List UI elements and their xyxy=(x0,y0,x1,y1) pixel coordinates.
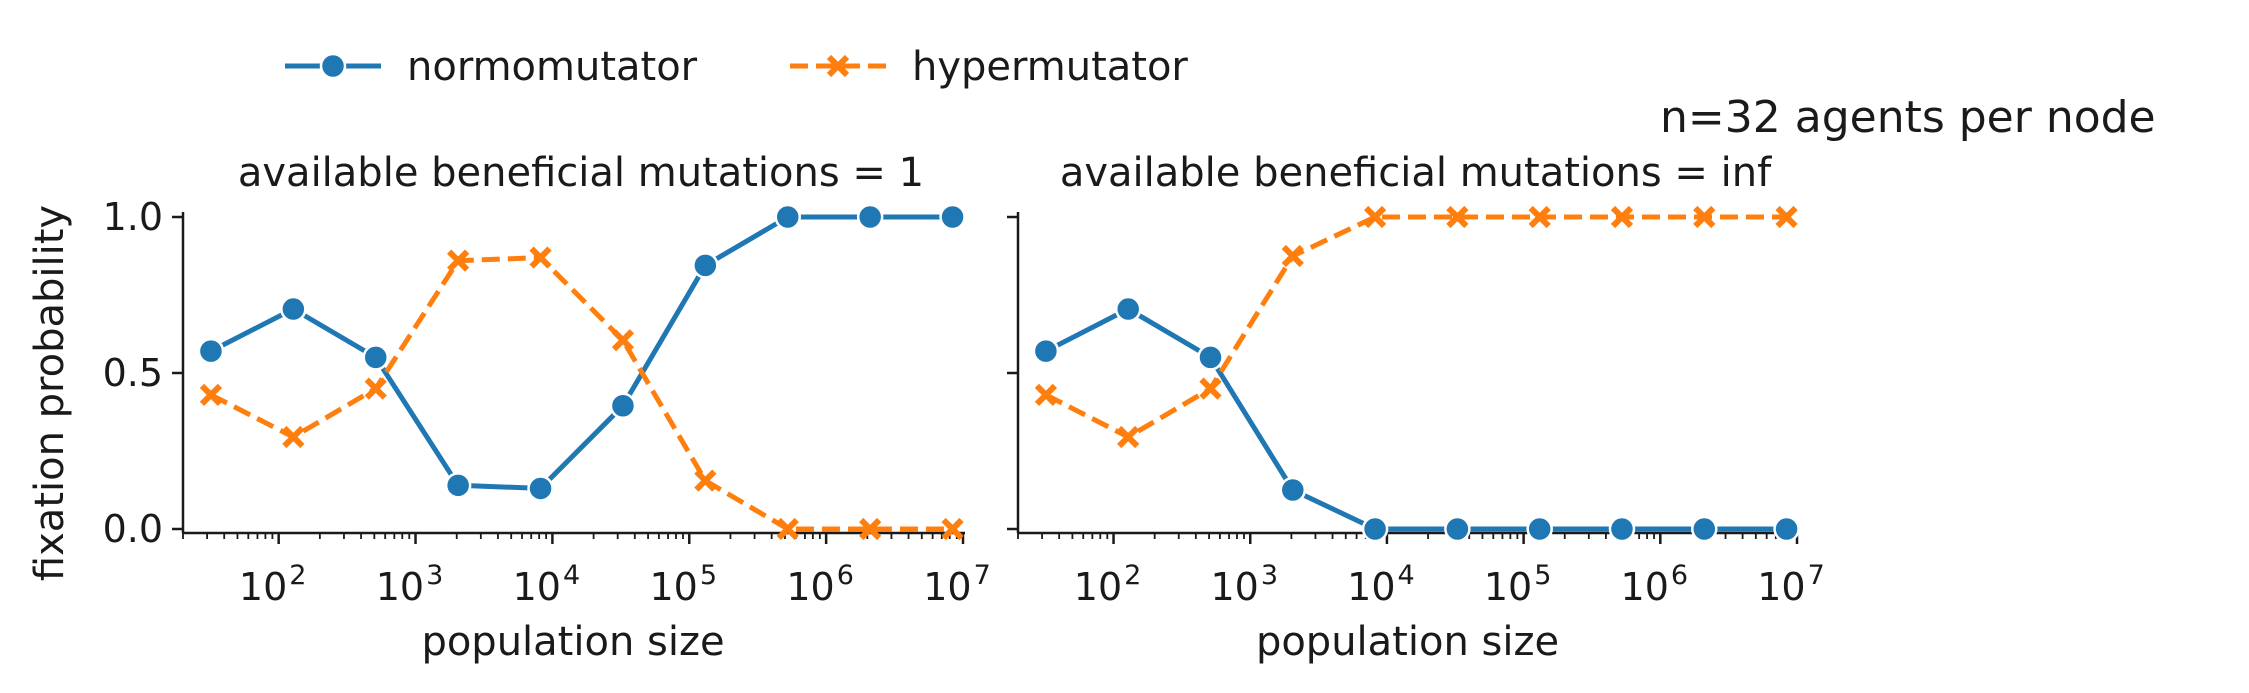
data-point-hypermutator xyxy=(529,246,552,269)
x-tick-label: 104 xyxy=(1347,560,1415,609)
panels: 0.0 0.5 1.0 102 103 104 105 106 107 population si… xyxy=(27,150,1825,665)
legend-marker-circle xyxy=(319,52,347,80)
panel-title: available beneficial mutations = inf xyxy=(1060,150,1772,196)
suptitle: n=32 agents per node xyxy=(1660,92,2156,143)
data-point-normomutator xyxy=(1361,515,1389,543)
data-point-hypermutator xyxy=(1363,205,1387,229)
x-tick-label: 105 xyxy=(649,560,717,609)
series-line-hypermutator xyxy=(1044,214,1787,440)
data-point-normomutator xyxy=(692,252,719,279)
series-normomutator xyxy=(1032,295,1800,543)
x-tick-label: 106 xyxy=(1621,560,1689,609)
data-point-normomutator xyxy=(1608,515,1636,543)
data-point-hypermutator xyxy=(941,517,964,541)
legend-label: hypermutator xyxy=(912,44,1188,90)
data-point-hypermutator xyxy=(611,329,635,352)
y-tick-label: 0.0 xyxy=(103,507,163,551)
legend-item-normomutator: normomutator xyxy=(285,44,698,90)
legend-item-hypermutator: hypermutator xyxy=(790,44,1188,90)
x-tick-label: 107 xyxy=(923,560,991,609)
data-point-normomutator xyxy=(197,337,225,365)
data-point-normomutator xyxy=(1444,515,1471,543)
data-point-hypermutator xyxy=(1117,425,1140,449)
x-tick-label: 104 xyxy=(513,560,581,609)
data-point-hypermutator xyxy=(199,383,223,406)
data-point-hypermutator xyxy=(694,469,717,492)
x-tick-label: 103 xyxy=(1210,560,1278,609)
data-point-normomutator xyxy=(774,203,802,231)
data-point-normomutator xyxy=(856,203,884,231)
data-point-hypermutator xyxy=(1446,205,1469,229)
x-tick-label: 107 xyxy=(1757,560,1825,609)
data-point-normomutator xyxy=(280,295,307,323)
data-point-normomutator xyxy=(362,344,389,371)
data-point-hypermutator xyxy=(1281,244,1304,268)
data-point-hypermutator xyxy=(1034,383,1058,406)
series-line-normomutator xyxy=(209,214,953,491)
data-point-normomutator xyxy=(1279,476,1307,504)
data-point-hypermutator xyxy=(1693,205,1716,229)
data-point-hypermutator xyxy=(1199,377,1222,400)
x-axis-label: population size xyxy=(1256,619,1559,665)
data-point-hypermutator xyxy=(447,249,470,272)
y-tick-label: 1.0 xyxy=(103,195,163,239)
data-point-hypermutator xyxy=(282,425,305,449)
data-point-normomutator xyxy=(1526,515,1553,543)
series-line-hypermutator xyxy=(209,255,953,532)
data-point-hypermutator xyxy=(776,517,799,541)
y-axis-label: fixation probability xyxy=(27,205,73,581)
series-line-normomutator xyxy=(1044,306,1787,532)
data-point-hypermutator xyxy=(1528,205,1551,229)
series-hypermutator xyxy=(199,246,964,541)
x-tick-label: 105 xyxy=(1484,560,1552,609)
legend-label: normomutator xyxy=(407,44,698,90)
x-axis-label: population size xyxy=(421,619,724,665)
legend-marker-x xyxy=(826,54,850,78)
data-point-normomutator xyxy=(1773,515,1800,543)
x-tick-label: 102 xyxy=(239,560,307,609)
series-normomutator xyxy=(197,203,966,502)
data-point-normomutator xyxy=(1691,515,1718,543)
x-tick-label: 102 xyxy=(1074,560,1142,609)
data-point-hypermutator xyxy=(1610,205,1634,229)
data-point-normomutator xyxy=(444,472,472,499)
data-point-hypermutator xyxy=(1775,205,1798,229)
y-tick-label: 0.5 xyxy=(103,351,163,395)
data-point-normomutator xyxy=(1114,295,1142,323)
panel-title: available beneficial mutations = 1 xyxy=(238,150,924,196)
panel-2: 102 103 104 105 106 107 population size availab… xyxy=(1007,150,1825,665)
panel-1: 0.0 0.5 1.0 102 103 104 105 106 107 population si… xyxy=(27,150,991,665)
data-point-normomutator xyxy=(1032,337,1060,365)
data-point-normomutator xyxy=(609,392,637,420)
data-point-normomutator xyxy=(1197,344,1224,371)
data-point-normomutator xyxy=(939,203,966,231)
x-tick-label: 103 xyxy=(376,560,444,609)
data-point-hypermutator xyxy=(364,377,387,400)
data-point-hypermutator xyxy=(859,517,882,541)
x-tick-label: 106 xyxy=(786,560,854,609)
series-hypermutator xyxy=(1034,205,1798,449)
legend: normomutator hypermutator xyxy=(285,44,1188,90)
data-point-normomutator xyxy=(527,475,554,502)
